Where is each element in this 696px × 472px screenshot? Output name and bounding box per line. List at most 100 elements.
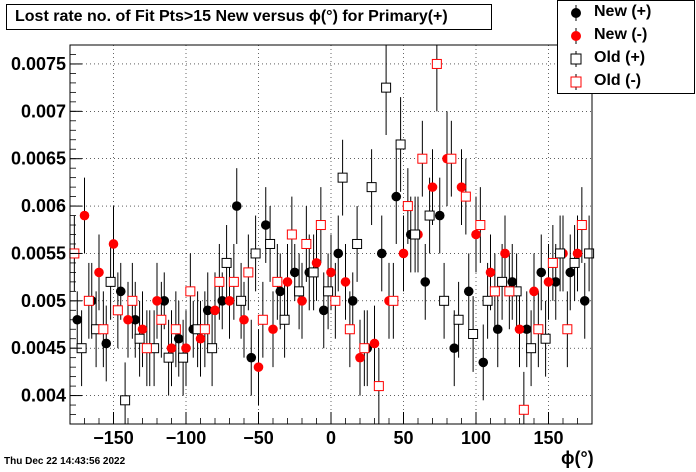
point-new-plus [391,191,402,202]
point-old-minus [518,404,529,415]
point-new-plus [579,296,590,306]
point-old-minus [562,324,573,335]
legend-entry-new-minus: New (-) [558,25,694,47]
point-old-minus [373,381,384,392]
point-new-plus [115,286,126,297]
point-old-minus [547,257,558,268]
point-old-minus [228,276,239,287]
point-new-minus [268,324,278,335]
point-new-minus [340,277,351,287]
point-old-plus [323,286,334,297]
point-new-plus [231,201,242,211]
point-new-plus [246,352,257,363]
point-old-plus [279,314,290,325]
point-old-plus [207,343,218,354]
point-old-minus [315,220,326,231]
legend-marker-filled-circle-red [571,28,581,44]
point-old-plus [410,229,421,240]
point-old-minus [156,314,167,325]
point-old-minus [112,305,123,316]
x-tick-label: −150 [93,428,134,448]
point-new-plus [536,267,547,278]
point-new-plus [318,305,329,316]
point-new-minus [181,343,191,354]
point-old-minus [83,295,94,306]
point-new-minus [500,248,510,259]
point-new-minus [239,314,249,325]
point-new-plus [159,296,170,306]
point-old-plus [221,257,232,268]
y-tick-label: 0.0065 [11,149,66,169]
point-old-minus [460,191,471,202]
point-old-plus [294,286,305,297]
point-old-minus [127,295,138,306]
point-old-minus [185,286,196,297]
point-old-plus [134,333,145,344]
point-new-plus [101,338,112,349]
point-old-minus [286,229,297,240]
point-old-plus [497,276,508,287]
point-old-minus [141,343,152,354]
point-new-plus [217,296,228,306]
point-new-minus [79,210,90,221]
point-old-plus [395,139,406,150]
point-old-minus [388,295,399,306]
point-new-plus [449,343,460,354]
point-new-plus [130,314,141,325]
point-new-plus [565,267,576,278]
point-old-minus [504,286,515,297]
point-old-plus [569,257,580,268]
x-tick-label: 0 [326,428,336,448]
point-new-minus [514,324,525,335]
point-new-minus [253,362,264,372]
point-old-minus [330,295,341,306]
point-old-minus [170,324,181,335]
point-new-plus [202,305,213,316]
point-new-minus [369,338,380,349]
point-new-plus [550,277,561,287]
point-new-plus [434,210,445,221]
point-old-minus [257,314,268,325]
point-old-plus [366,182,377,193]
point-old-minus [199,324,210,335]
point-new-minus [123,314,133,325]
point-old-plus [555,248,566,259]
point-new-plus [463,286,474,297]
x-tick-label: −50 [243,428,274,448]
point-old-plus [178,352,189,363]
data-points [69,58,595,415]
point-old-minus [576,220,587,231]
point-new-plus [333,248,344,259]
x-tick-label: −100 [166,428,207,448]
point-new-plus [173,333,184,344]
y-tick-label: 0.004 [21,386,66,406]
x-tick-label: 150 [533,428,563,448]
point-new-minus [456,182,467,192]
point-old-plus [584,248,595,259]
legend-label: New (+) [594,3,652,20]
point-old-minus [301,238,312,249]
point-new-plus [521,324,532,335]
point-new-minus [311,258,322,268]
timestamp: Thu Dec 22 14:43:56 2022 [4,456,126,467]
error-bars [73,45,590,424]
point-new-plus [289,267,300,278]
point-new-plus [478,357,489,368]
axes: 0.004 0.0045 0.005 0.0055 0.006 0.0065 0.007 0.… [11,54,593,448]
point-old-minus [417,153,428,164]
y-tick-label: 0.0075 [11,54,66,74]
point-new-minus [210,305,220,316]
point-old-minus [402,201,413,212]
legend-entry-old-minus: Old (-) [558,71,694,93]
chart-title: Lost rate no. of Fit Pts>15 New versus ϕ… [6,4,492,30]
point-new-minus [543,277,554,287]
point-new-minus [224,296,235,306]
y-tick-label: 0.0055 [11,243,66,263]
point-new-minus [471,229,481,240]
point-new-minus [94,267,104,278]
point-old-minus [475,220,486,231]
point-new-plus [420,277,431,287]
legend-label: New (-) [594,26,648,43]
point-old-minus [98,324,109,335]
point-old-minus [431,58,442,69]
